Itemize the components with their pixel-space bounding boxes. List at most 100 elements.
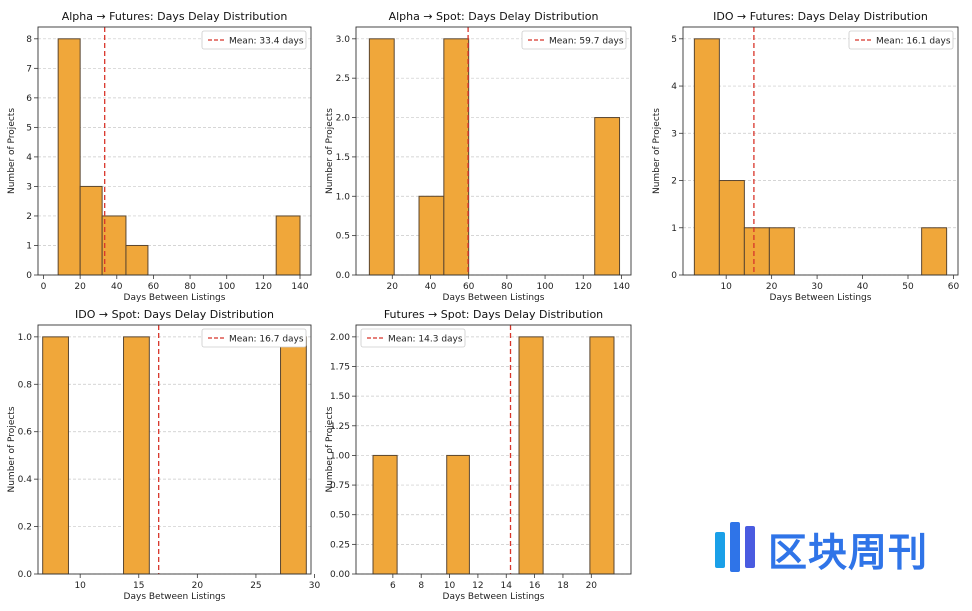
y-axis-label: Number of Projects — [325, 108, 335, 194]
histogram-bar — [718, 180, 745, 276]
x-tick-label: 10 — [74, 581, 86, 591]
y-tick-label: 3 — [671, 129, 677, 139]
x-tick-label: 80 — [501, 282, 513, 292]
histogram-bar — [101, 215, 127, 276]
x-tick-label: 10 — [720, 282, 732, 292]
x-tick-label: 30 — [309, 581, 321, 591]
y-tick-label: 5 — [26, 123, 32, 133]
histogram-bar — [372, 454, 398, 575]
x-tick-label: 12 — [472, 581, 483, 591]
y-axis-label: Number of Projects — [7, 108, 17, 194]
x-tick-label: 40 — [425, 282, 437, 292]
histogram-bar — [446, 454, 470, 575]
x-tick-label: 80 — [184, 282, 196, 292]
axes-frame — [37, 324, 312, 575]
y-axis-label: Number of Projects — [7, 406, 17, 492]
x-tick-label: 20 — [586, 581, 598, 591]
x-tick-label: 140 — [291, 282, 308, 292]
x-tick-label: 16 — [529, 581, 541, 591]
y-tick-label: 1 — [26, 241, 32, 251]
x-tick-label: 8 — [418, 581, 424, 591]
y-tick-label: 5 — [671, 35, 677, 45]
histogram-bar — [123, 336, 150, 575]
y-tick-label: 0 — [26, 271, 32, 281]
x-axis-label: Days Between Listings — [770, 293, 872, 303]
x-tick-label: 0 — [41, 282, 47, 292]
histogram-bar — [280, 336, 307, 575]
histogram-bar — [589, 336, 615, 575]
x-tick-label: 140 — [613, 282, 630, 292]
legend-mean-label: Mean: 33.4 days — [229, 37, 304, 47]
y-tick-label: 1.0 — [336, 192, 351, 202]
brand-logo-icon — [715, 522, 755, 572]
histogram-bar — [42, 336, 69, 575]
y-tick-label: 0.2 — [18, 523, 32, 533]
y-tick-label: 0.6 — [18, 428, 33, 438]
y-tick-label: 0.0 — [18, 570, 33, 580]
x-tick-label: 40 — [111, 282, 123, 292]
y-tick-label: 3 — [26, 182, 32, 192]
y-tick-label: 4 — [671, 82, 677, 92]
brand-logo: 区块周刊 — [712, 516, 962, 578]
y-tick-label: 0.00 — [330, 570, 350, 580]
histogram-bar — [921, 227, 948, 276]
y-tick-label: 1.25 — [330, 422, 350, 432]
x-tick-label: 25 — [250, 581, 261, 591]
y-tick-label: 0.75 — [330, 481, 350, 491]
legend-mean-label: Mean: 16.7 days — [229, 335, 304, 345]
histogram-bar — [518, 336, 544, 575]
y-tick-label: 2.0 — [336, 114, 351, 124]
x-tick-label: 20 — [192, 581, 204, 591]
x-tick-label: 14 — [501, 581, 513, 591]
x-tick-label: 60 — [463, 282, 475, 292]
legend-box — [521, 30, 627, 50]
x-tick-label: 10 — [444, 581, 456, 591]
y-tick-label: 1.0 — [18, 333, 33, 343]
x-tick-label: 100 — [536, 282, 553, 292]
histogram-bar — [275, 215, 301, 276]
x-tick-label: 100 — [218, 282, 235, 292]
x-axis-label: Days Between Listings — [443, 293, 545, 303]
x-tick-label: 18 — [557, 581, 569, 591]
histogram-bar — [693, 38, 720, 276]
y-tick-label: 0.8 — [18, 380, 33, 390]
y-tick-label: 4 — [26, 153, 32, 163]
y-tick-label: 7 — [26, 64, 32, 74]
y-tick-label: 0.50 — [330, 511, 350, 521]
y-tick-label: 0.25 — [330, 540, 350, 550]
histogram-bar — [594, 117, 621, 276]
legend-box — [201, 30, 307, 50]
x-tick-label: 120 — [575, 282, 592, 292]
chart-title: Alpha → Spot: Days Delay Distribution — [389, 10, 599, 23]
x-tick-label: 30 — [811, 282, 823, 292]
chart-title: IDO → Futures: Days Delay Distribution — [713, 10, 928, 23]
y-tick-label: 2 — [26, 212, 32, 222]
x-tick-label: 60 — [948, 282, 960, 292]
legend-box — [848, 30, 954, 50]
legend-mean-label: Mean: 14.3 days — [388, 335, 463, 345]
legend-box — [201, 328, 307, 348]
y-tick-label: 1.75 — [330, 363, 350, 373]
y-tick-label: 0.0 — [336, 271, 351, 281]
x-axis-label: Days Between Listings — [124, 592, 226, 602]
histogram-bar — [418, 195, 445, 276]
axes-frame — [355, 324, 632, 575]
y-tick-label: 3.0 — [336, 35, 351, 45]
y-tick-label: 2 — [671, 177, 677, 187]
axes-frame — [37, 26, 312, 276]
y-tick-label: 1.00 — [330, 451, 350, 461]
y-tick-label: 0.5 — [336, 232, 350, 242]
y-tick-label: 0 — [671, 271, 677, 281]
histogram-bar — [743, 227, 770, 276]
x-tick-label: 60 — [148, 282, 160, 292]
y-axis-label: Number of Projects — [325, 406, 335, 492]
y-tick-label: 2.5 — [336, 74, 350, 84]
legend-mean-label: Mean: 16.1 days — [876, 37, 951, 47]
histogram-bar — [768, 227, 795, 276]
y-tick-label: 2.00 — [330, 333, 350, 343]
x-tick-label: 6 — [390, 581, 396, 591]
histogram-bar — [443, 38, 470, 276]
x-tick-label: 20 — [387, 282, 399, 292]
legend-box — [360, 328, 466, 348]
